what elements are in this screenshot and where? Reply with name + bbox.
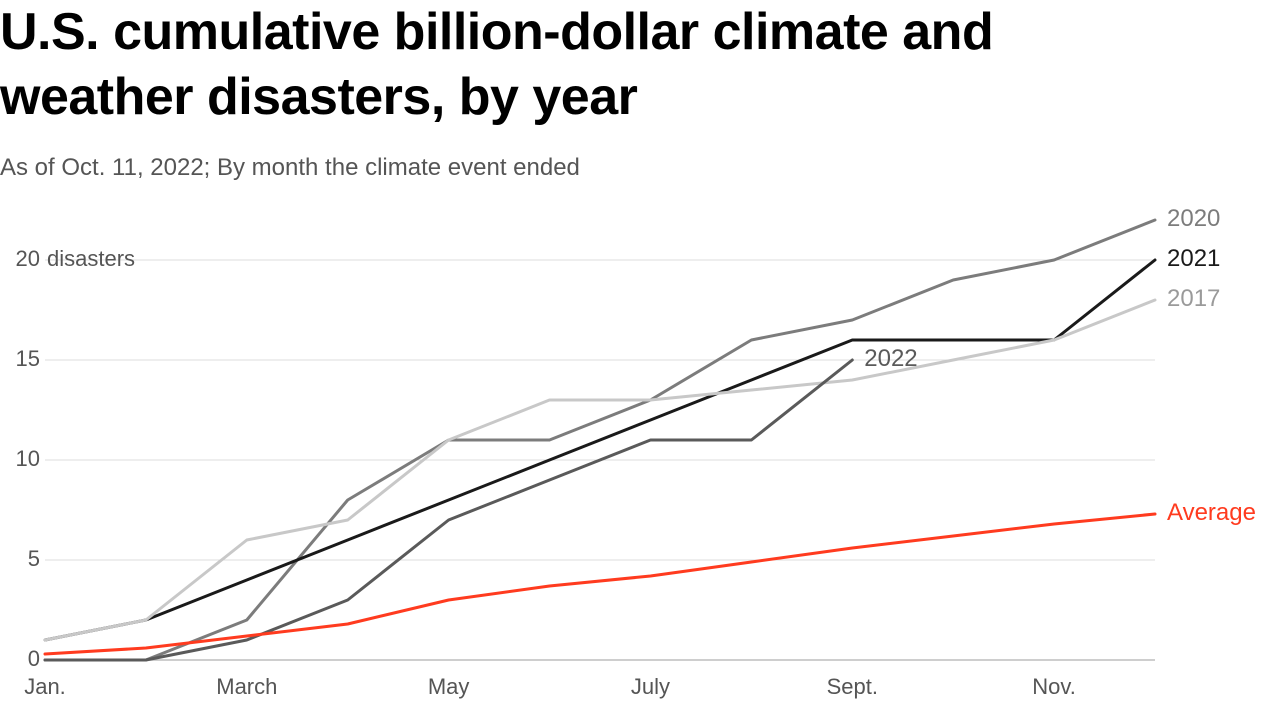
series-label-2020: 2020: [1167, 205, 1220, 233]
chart-area: 0 5 10 15 20 disasters Jan. March May July Sept. No…: [0, 200, 1280, 719]
chart-title: U.S. cumulative billion-dollar climate a…: [0, 0, 1200, 130]
series-label-Average: Average: [1167, 499, 1256, 527]
x-tick-label: March: [216, 674, 277, 700]
series-label-2022: 2022: [864, 345, 917, 373]
series-label-2021: 2021: [1167, 245, 1220, 273]
series-line-2017: [45, 300, 1155, 640]
chart-svg: [0, 200, 1280, 719]
y-tick-label: 15: [5, 346, 40, 372]
series-label-2017: 2017: [1167, 285, 1220, 313]
series-line-2021: [45, 260, 1155, 640]
y-tick-label: 10: [5, 446, 40, 472]
y-tick-label: 0: [5, 646, 40, 672]
x-tick-label: Jan.: [24, 674, 66, 700]
x-tick-label: Nov.: [1032, 674, 1076, 700]
x-tick-label: July: [631, 674, 670, 700]
chart-subtitle: As of Oct. 11, 2022; By month the climat…: [0, 154, 580, 182]
y-tick-label: 5: [5, 546, 40, 572]
y-tick-label: 20: [5, 246, 40, 272]
series-line-2022: [45, 360, 852, 660]
x-tick-label: Sept.: [827, 674, 878, 700]
x-tick-label: May: [428, 674, 470, 700]
y-axis-unit-label: disasters: [47, 246, 135, 272]
